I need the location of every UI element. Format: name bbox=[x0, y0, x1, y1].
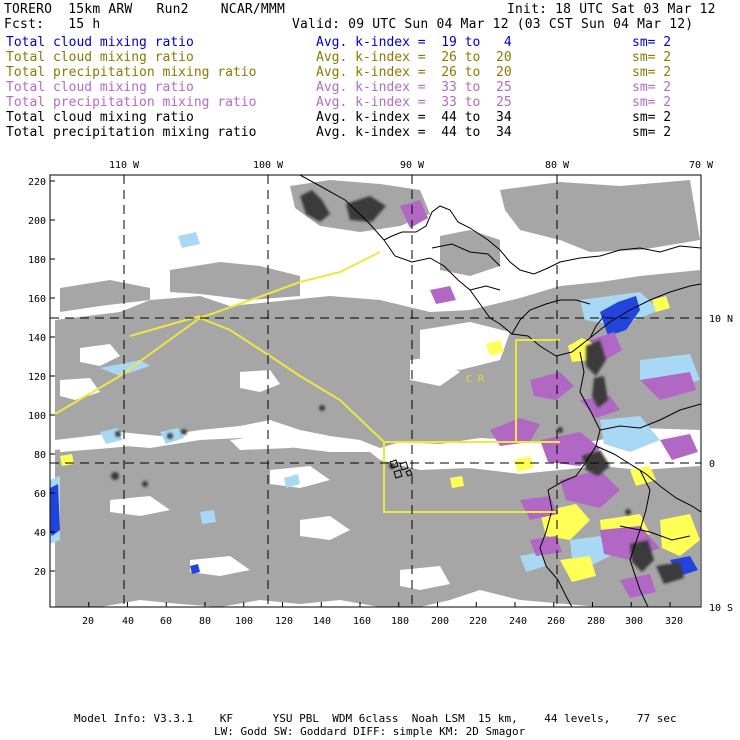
init-time: Init: 18 UTC Sat 03 Mar 12 bbox=[507, 2, 716, 17]
run-label: Run2 bbox=[156, 2, 189, 17]
field-smoothing: sm= 2 bbox=[632, 80, 672, 95]
domain-boundaries bbox=[54, 251, 560, 513]
field-row-2: Total cloud mixing ratio Avg. k-index = … bbox=[0, 50, 740, 65]
map-plot-area: C R bbox=[50, 175, 701, 607]
field-name: Total cloud mixing ratio bbox=[6, 35, 194, 50]
lon-label: 80 W bbox=[545, 160, 570, 171]
model-name: TORERO bbox=[4, 2, 53, 17]
x-tick-label: 60 bbox=[160, 616, 172, 627]
field-range: Avg. k-index = 26 to 20 bbox=[316, 50, 512, 65]
field-row-5: Total precipitation mixing ratio Avg. k-… bbox=[0, 95, 740, 110]
x-tick-label: 240 bbox=[509, 616, 527, 627]
field-name: Total cloud mixing ratio bbox=[6, 50, 194, 65]
y-tick-label: 80 bbox=[34, 450, 46, 461]
y-tick-labels: 220 200 180 160 140 120 100 80 60 40 20 bbox=[28, 177, 46, 578]
x-tick-marks bbox=[49, 602, 671, 607]
x-tick-label: 80 bbox=[199, 616, 211, 627]
lat-label: 10 S bbox=[709, 603, 733, 614]
x-tick-label: 280 bbox=[587, 616, 605, 627]
x-tick-labels: 20 40 60 80 100 120 140 160 180 200 220 … bbox=[82, 616, 683, 627]
field-range: Avg. k-index = 44 to 34 bbox=[316, 125, 512, 140]
x-tick-label: 20 bbox=[82, 616, 94, 627]
lon-label: 110 W bbox=[109, 160, 140, 171]
field-name: Total precipitation mixing ratio bbox=[6, 65, 257, 80]
field-smoothing: sm= 2 bbox=[632, 125, 672, 140]
org-label: NCAR/MMM bbox=[220, 2, 285, 17]
field-name: Total cloud mixing ratio bbox=[6, 80, 194, 95]
field-range: Avg. k-index = 33 to 25 bbox=[316, 80, 512, 95]
y-tick-label: 40 bbox=[34, 528, 46, 539]
x-tick-label: 100 bbox=[235, 616, 253, 627]
field-row-3: Total precipitation mixing ratio Avg. k-… bbox=[0, 65, 740, 80]
field-smoothing: sm= 2 bbox=[632, 35, 672, 50]
x-tick-label: 140 bbox=[313, 616, 331, 627]
field-name: Total precipitation mixing ratio bbox=[6, 125, 257, 140]
region-label: C R bbox=[466, 374, 485, 385]
field-range: Avg. k-index = 26 to 20 bbox=[316, 65, 512, 80]
model-physics-line: LW: Godd SW: Goddard DIFF: simple KM: 2D… bbox=[214, 725, 526, 738]
x-tick-label: 300 bbox=[625, 616, 643, 627]
y-tick-label: 160 bbox=[28, 294, 46, 305]
lon-label: 100 W bbox=[253, 160, 284, 171]
x-tick-label: 40 bbox=[122, 616, 134, 627]
fcst-value: 15 h bbox=[68, 17, 101, 32]
field-smoothing: sm= 2 bbox=[632, 110, 672, 125]
x-tick-label: 120 bbox=[275, 616, 293, 627]
y-tick-label: 20 bbox=[34, 567, 46, 578]
x-tick-label: 260 bbox=[547, 616, 565, 627]
field-row-7: Total precipitation mixing ratio Avg. k-… bbox=[0, 125, 740, 140]
field-smoothing: sm= 2 bbox=[632, 50, 672, 65]
x-tick-label: 200 bbox=[431, 616, 449, 627]
valid-time: Valid: 09 UTC Sun 04 Mar 12 (03 CST Sun … bbox=[292, 17, 694, 32]
field-name: Total cloud mixing ratio bbox=[6, 110, 194, 125]
y-tick-label: 60 bbox=[34, 489, 46, 500]
x-tick-label: 320 bbox=[665, 616, 683, 627]
field-smoothing: sm= 2 bbox=[632, 95, 672, 110]
field-name: Total precipitation mixing ratio bbox=[6, 95, 257, 110]
x-tick-label: 160 bbox=[353, 616, 371, 627]
field-range: Avg. k-index = 33 to 25 bbox=[316, 95, 512, 110]
forecast-map: C R 20 40 60 80 100 120 140 160 180 200 … bbox=[28, 160, 733, 627]
x-tick-label: 180 bbox=[391, 616, 409, 627]
y-tick-label: 200 bbox=[28, 216, 46, 227]
latitude-labels: 10 N 0 10 S bbox=[709, 314, 733, 614]
field-row-6: Total cloud mixing ratio Avg. k-index = … bbox=[0, 110, 740, 125]
y-tick-label: 140 bbox=[28, 333, 46, 344]
fcst-label: Fcst: bbox=[4, 17, 45, 32]
coastlines bbox=[299, 175, 701, 607]
field-smoothing: sm= 2 bbox=[632, 65, 672, 80]
field-row-1: Total cloud mixing ratio Avg. k-index = … bbox=[0, 35, 740, 50]
x-tick-label: 220 bbox=[469, 616, 487, 627]
map-frame bbox=[49, 174, 702, 608]
y-tick-label: 180 bbox=[28, 255, 46, 266]
y-tick-label: 100 bbox=[28, 411, 46, 422]
longitude-labels: 110 W 100 W 90 W 80 W 70 W bbox=[109, 160, 714, 171]
field-range: Avg. k-index = 44 to 34 bbox=[316, 110, 512, 125]
forecast-hour-line: Fcst: 15 h bbox=[4, 17, 100, 32]
y-tick-marks bbox=[50, 180, 55, 572]
field-range: Avg. k-index = 19 to 4 bbox=[316, 35, 512, 50]
field-row-4: Total cloud mixing ratio Avg. k-index = … bbox=[0, 80, 740, 95]
lon-label: 90 W bbox=[400, 160, 425, 171]
lat-label: 10 N bbox=[709, 314, 733, 325]
model-info-line: Model Info: V3.3.1 KF YSU PBL WDM 6class… bbox=[74, 712, 677, 725]
model-resolution: 15km ARW bbox=[68, 2, 133, 17]
lat-label: 0 bbox=[709, 459, 715, 470]
y-tick-label: 220 bbox=[28, 177, 46, 188]
lat-lon-grid bbox=[50, 175, 701, 607]
header-model-line: TORERO 15km ARW Run2 NCAR/MMM bbox=[4, 2, 285, 17]
lon-label: 70 W bbox=[689, 160, 714, 171]
y-tick-label: 120 bbox=[28, 372, 46, 383]
